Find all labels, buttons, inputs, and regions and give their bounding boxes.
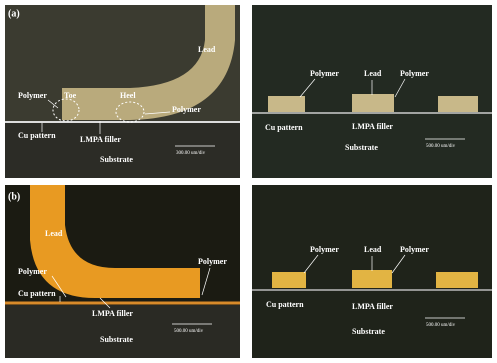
substrate-area xyxy=(5,305,240,358)
label: Polymer xyxy=(400,245,429,254)
leader-line xyxy=(394,78,406,98)
label: Polymer xyxy=(310,69,339,78)
lead-shape xyxy=(268,96,305,112)
label: LMPA filler xyxy=(92,309,133,318)
lead-shape xyxy=(438,96,478,112)
label: Lead xyxy=(364,245,382,254)
scale-label: 500.00 um/div xyxy=(426,144,456,149)
lead-shape xyxy=(352,270,392,288)
lead-shape xyxy=(352,94,394,112)
label: Polymer xyxy=(172,105,201,114)
label: Lead xyxy=(198,45,216,54)
label: LMPA filler xyxy=(352,122,393,131)
label: Heel xyxy=(120,91,136,100)
label: Lead xyxy=(45,229,63,238)
leader-line xyxy=(299,78,316,98)
label: Toe xyxy=(64,91,77,100)
panel-label: (b) xyxy=(8,191,20,202)
label: Polymer xyxy=(198,257,227,266)
leader-line xyxy=(391,254,406,274)
lead-shape xyxy=(62,5,235,120)
label: Polymer xyxy=(310,245,339,254)
leader-line xyxy=(47,99,59,109)
label: Cu pattern xyxy=(265,123,303,132)
leader-line xyxy=(99,297,111,309)
leader-line xyxy=(303,254,319,274)
label: Polymer xyxy=(400,69,429,78)
label: Polymer xyxy=(18,267,47,276)
scale-label: 300.00 um/div xyxy=(176,151,206,156)
label: Cu pattern xyxy=(18,131,56,140)
toe-circle xyxy=(52,98,80,122)
heel-circle xyxy=(115,101,145,123)
panel-a-left: (a) Lead Polymer Toe Heel Polymer Cu pat… xyxy=(5,5,240,178)
label: Cu pattern xyxy=(18,289,56,298)
leader-line xyxy=(51,275,67,298)
lead-shape xyxy=(436,272,478,288)
label: Polymer xyxy=(18,91,47,100)
label: LMPA filler xyxy=(352,302,393,311)
leader-line xyxy=(201,267,211,296)
scale-label: 500.00 um/div xyxy=(426,323,456,328)
panel-label: (a) xyxy=(8,8,20,19)
panel-b-left: (b) Lead Polymer Polymer Cu pattern LMPA… xyxy=(5,185,240,358)
scale-label: 500.00 um/div xyxy=(174,329,204,334)
label: Substrate xyxy=(100,155,133,164)
lead-shape xyxy=(30,185,200,298)
label: Substrate xyxy=(345,143,378,152)
label: Substrate xyxy=(100,335,133,344)
substrate-area xyxy=(5,123,240,178)
lead-shape xyxy=(272,272,306,288)
leader-line xyxy=(144,111,171,115)
panel-a-right: Polymer Lead Polymer Cu pattern LMPA fil… xyxy=(252,5,492,178)
panel-b-right: Polymer Lead Polymer Cu pattern LMPA fil… xyxy=(252,185,492,358)
label: LMPA filler xyxy=(80,135,121,144)
label: Lead xyxy=(364,69,382,78)
label: Cu pattern xyxy=(266,300,304,309)
label: Substrate xyxy=(352,327,385,336)
